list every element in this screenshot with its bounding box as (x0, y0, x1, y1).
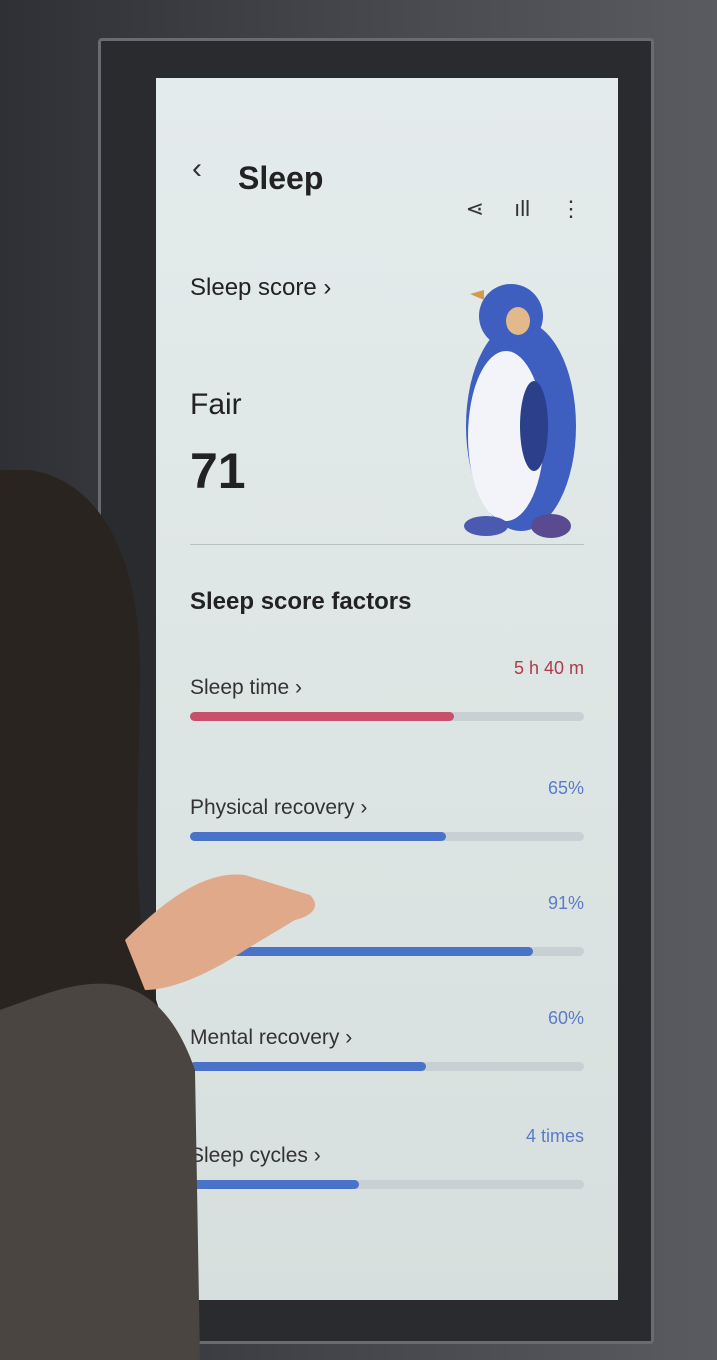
header-actions: ⋖ ıll ⋮ (466, 196, 582, 222)
factor-label: Sleep cycles › (190, 1144, 321, 1167)
factor-value: 65% (547, 778, 584, 798)
sleep-screen: ‹ Sleep ⋖ ıll ⋮ Sleep score › Fair 71 Sl… (156, 78, 618, 1300)
factor-value: 5 h 40 m (513, 658, 584, 678)
factor-label: Sleep time › (190, 676, 303, 699)
sleep-score-link[interactable]: Sleep score › (190, 274, 332, 301)
factor-value: 91% (547, 893, 584, 913)
factor-progress-track (190, 1180, 584, 1189)
more-vert-icon[interactable]: ⋮ (560, 196, 582, 221)
factor-progress-track (190, 712, 584, 721)
divider (190, 544, 584, 545)
chevron-left-icon[interactable]: ‹ (192, 152, 202, 185)
factor-row[interactable]: Sleep cycles › 4 times (190, 1126, 584, 1189)
factor-progress-track (190, 832, 584, 841)
hand (125, 874, 315, 990)
factor-progress-fill (190, 832, 447, 841)
share-icon[interactable]: ⋖ (465, 196, 485, 221)
factor-label: Mental recovery › (190, 1026, 353, 1049)
factor-progress-track (190, 1062, 584, 1071)
factor-progress-fill (190, 1062, 427, 1071)
factor-progress-fill (190, 947, 533, 956)
factor-row[interactable]: Mental recovery › 60% (190, 1008, 584, 1071)
factor-label: Physical recovery › (190, 796, 368, 819)
factor-value: 4 times (525, 1126, 584, 1146)
score-value: 71 (190, 443, 246, 499)
factor-value: 60% (547, 1008, 584, 1028)
factor-progress-track (190, 947, 584, 956)
chart-bars-icon[interactable]: ıll (514, 196, 530, 221)
factor-progress-fill (190, 712, 454, 721)
person-silhouette (0, 470, 200, 1360)
factor-progress-fill (190, 1180, 360, 1189)
penguin-illustration (464, 284, 576, 538)
score-rating: Fair (190, 388, 242, 421)
page-title: Sleep (238, 160, 324, 196)
factor-row[interactable]: Physical recovery › 65% (190, 778, 584, 841)
factors-title: Sleep score factors (190, 588, 412, 615)
factor-row[interactable]: Sleep time › 5 h 40 m (190, 658, 584, 721)
